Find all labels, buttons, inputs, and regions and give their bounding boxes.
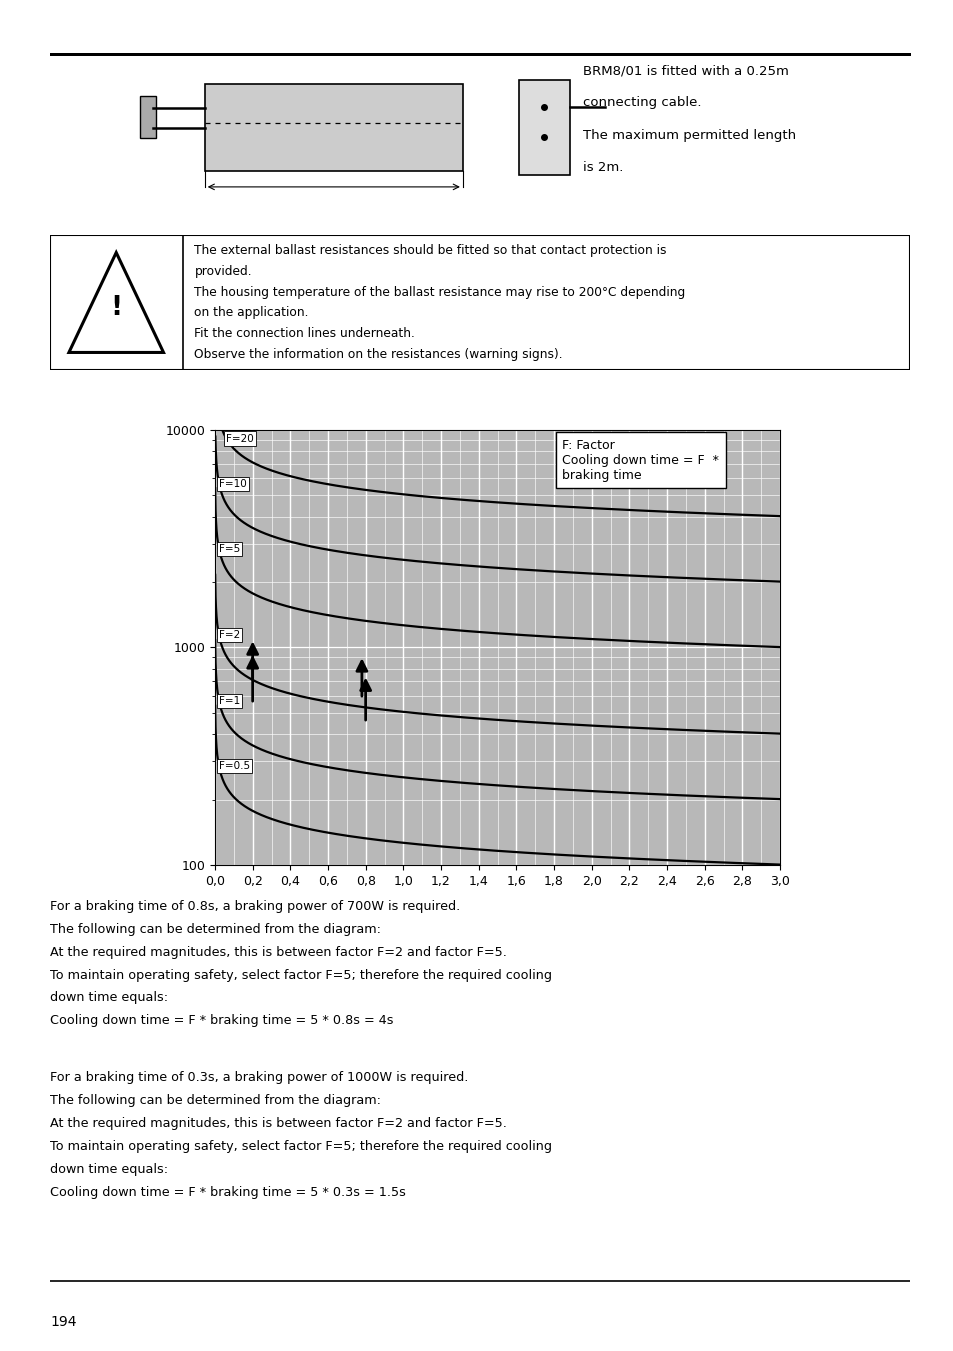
Text: Cooling down time = F * braking time = 5 * 0.3s = 1.5s: Cooling down time = F * braking time = 5… <box>50 1186 405 1198</box>
Text: Cooling down time = F * braking time = 5 * 0.8s = 4s: Cooling down time = F * braking time = 5… <box>50 1015 393 1027</box>
Text: The maximum permitted length: The maximum permitted length <box>582 128 796 142</box>
Text: Observe the information on the resistances (warning signs).: Observe the information on the resistanc… <box>194 347 562 361</box>
Text: F: Factor
Cooling down time = F  *
braking time: F: Factor Cooling down time = F * brakin… <box>562 439 719 482</box>
Text: is 2m.: is 2m. <box>582 161 623 174</box>
Text: F=20: F=20 <box>226 434 253 443</box>
Text: F=2: F=2 <box>219 630 240 640</box>
Text: BRM8/01 is fitted with a 0.25m: BRM8/01 is fitted with a 0.25m <box>582 63 788 77</box>
Text: !: ! <box>110 295 122 322</box>
Text: F=5: F=5 <box>219 543 240 554</box>
Text: The following can be determined from the diagram:: The following can be determined from the… <box>50 923 380 936</box>
Text: To maintain operating safety, select factor F=5; therefore the required cooling: To maintain operating safety, select fac… <box>50 1140 552 1152</box>
Text: down time equals:: down time equals: <box>50 992 168 1004</box>
Bar <box>140 96 155 138</box>
Text: connecting cable.: connecting cable. <box>582 96 701 109</box>
Text: F=1: F=1 <box>219 696 240 705</box>
Text: The following can be determined from the diagram:: The following can be determined from the… <box>50 1094 380 1108</box>
Text: down time equals:: down time equals: <box>50 1163 168 1175</box>
Text: Fit the connection lines underneath.: Fit the connection lines underneath. <box>194 327 415 340</box>
Text: At the required magnitudes, this is between factor F=2 and factor F=5.: At the required magnitudes, this is betw… <box>50 1117 506 1131</box>
Text: provided.: provided. <box>194 265 252 278</box>
Bar <box>518 80 570 174</box>
Text: For a braking time of 0.3s, a braking power of 1000W is required.: For a braking time of 0.3s, a braking po… <box>50 1071 468 1085</box>
Text: The housing temperature of the ballast resistance may rise to 200°C depending: The housing temperature of the ballast r… <box>194 286 685 299</box>
Text: The external ballast resistances should be fitted so that contact protection is: The external ballast resistances should … <box>194 245 666 258</box>
Text: F=10: F=10 <box>219 480 247 489</box>
Text: on the application.: on the application. <box>194 307 309 319</box>
Text: F=0.5: F=0.5 <box>219 761 250 771</box>
Text: To maintain operating safety, select factor F=5; therefore the required cooling: To maintain operating safety, select fac… <box>50 969 552 982</box>
Text: At the required magnitudes, this is between factor F=2 and factor F=5.: At the required magnitudes, this is betw… <box>50 946 506 959</box>
Bar <box>205 84 462 170</box>
Text: For a braking time of 0.8s, a braking power of 700W is required.: For a braking time of 0.8s, a braking po… <box>50 900 459 913</box>
Polygon shape <box>69 253 163 353</box>
Text: 194: 194 <box>50 1316 76 1329</box>
